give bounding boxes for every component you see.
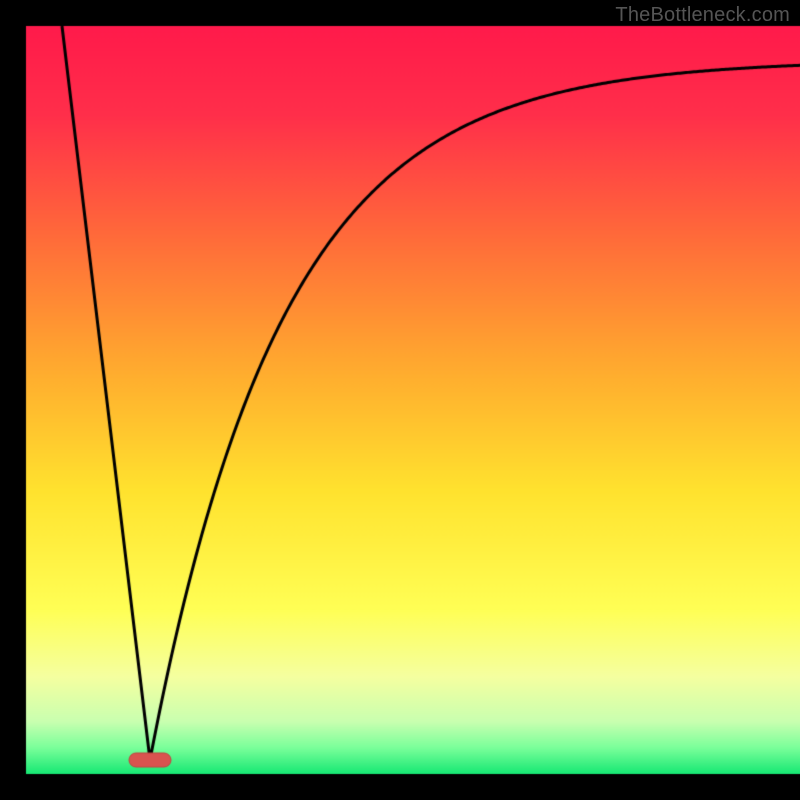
bottleneck-chart-canvas (0, 0, 800, 800)
watermark-text: TheBottleneck.com (615, 4, 790, 27)
chart-container: TheBottleneck.com (0, 0, 800, 800)
